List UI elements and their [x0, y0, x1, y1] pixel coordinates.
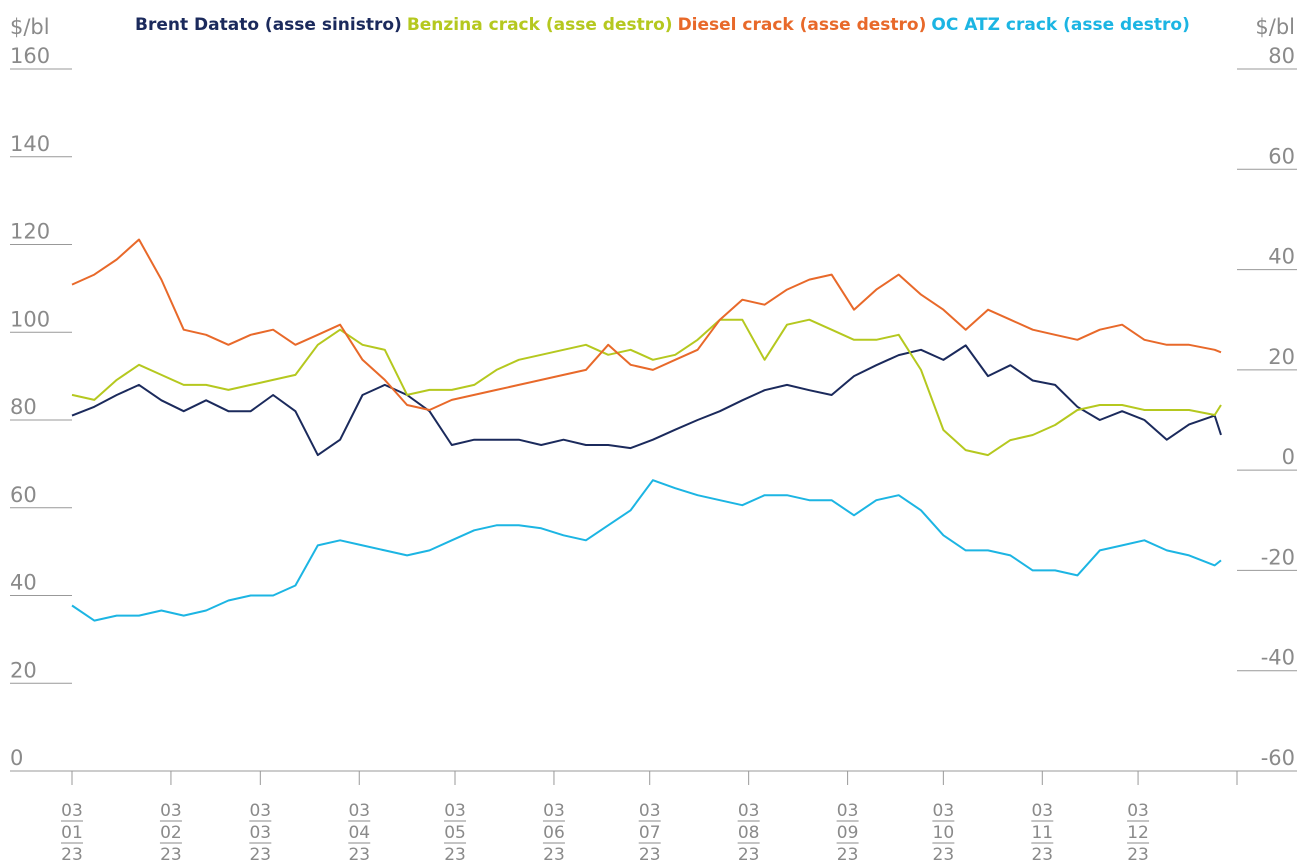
x-tick-label: 03 05 23	[444, 801, 466, 861]
y-tick-label: 40	[10, 571, 37, 595]
y2-tick-label: 20	[1268, 345, 1295, 369]
x-tick-label: 03 10 23	[933, 801, 955, 861]
x-tick-label: 03 01 23	[61, 801, 83, 861]
x-tick-label: 03 07 23	[639, 801, 661, 861]
series-line	[71, 479, 1222, 622]
legend: Brent Datato (asse sinistro) Benzina crac…	[135, 15, 1190, 35]
y-axis-label: $/bl	[10, 15, 50, 39]
y-tick-label: 80	[10, 395, 37, 419]
x-tick-label: 03 03 23	[249, 801, 271, 861]
y2-tick-label: -20	[1261, 545, 1295, 569]
legend-entry: Diesel crack (asse destro)	[678, 15, 927, 35]
y-tick-label: 120	[10, 220, 50, 244]
y2-axis-label: $/bl	[1255, 15, 1295, 39]
x-tick-label: 03 08 23	[738, 801, 760, 861]
x-tick-label: 03 02 23	[160, 801, 182, 861]
y-tick-label: 20	[10, 658, 37, 682]
x-tick-label: 03 12 23	[1127, 801, 1149, 861]
y-tick-label: 100	[10, 307, 50, 331]
legend-entry: Brent Datato (asse sinistro)	[135, 15, 402, 35]
y2-tick-label: 40	[1268, 245, 1295, 269]
series-line	[71, 344, 1222, 457]
x-tick-label: 03 09 23	[837, 801, 859, 861]
y-tick-label: 160	[10, 44, 50, 68]
legend-entry: Benzina crack (asse destro)	[407, 15, 673, 35]
y2-tick-label: -40	[1261, 646, 1295, 670]
legend-entry: OC ATZ crack (asse destro)	[931, 15, 1189, 35]
y2-tick-label: -60	[1261, 746, 1295, 770]
y-tick-label: 60	[10, 483, 37, 507]
y-tick-label: 140	[10, 132, 50, 156]
y-tick-label: 0	[10, 746, 23, 770]
y2-tick-label: 60	[1268, 144, 1295, 168]
series-line	[71, 238, 1222, 411]
y2-tick-label: 0	[1282, 445, 1295, 469]
x-tick-label: 03 04 23	[348, 801, 370, 861]
series-line	[71, 318, 1222, 457]
y2-tick-label: 80	[1268, 44, 1295, 68]
x-tick-label: 03 06 23	[543, 801, 565, 861]
x-tick-label: 03 11 23	[1031, 801, 1053, 861]
